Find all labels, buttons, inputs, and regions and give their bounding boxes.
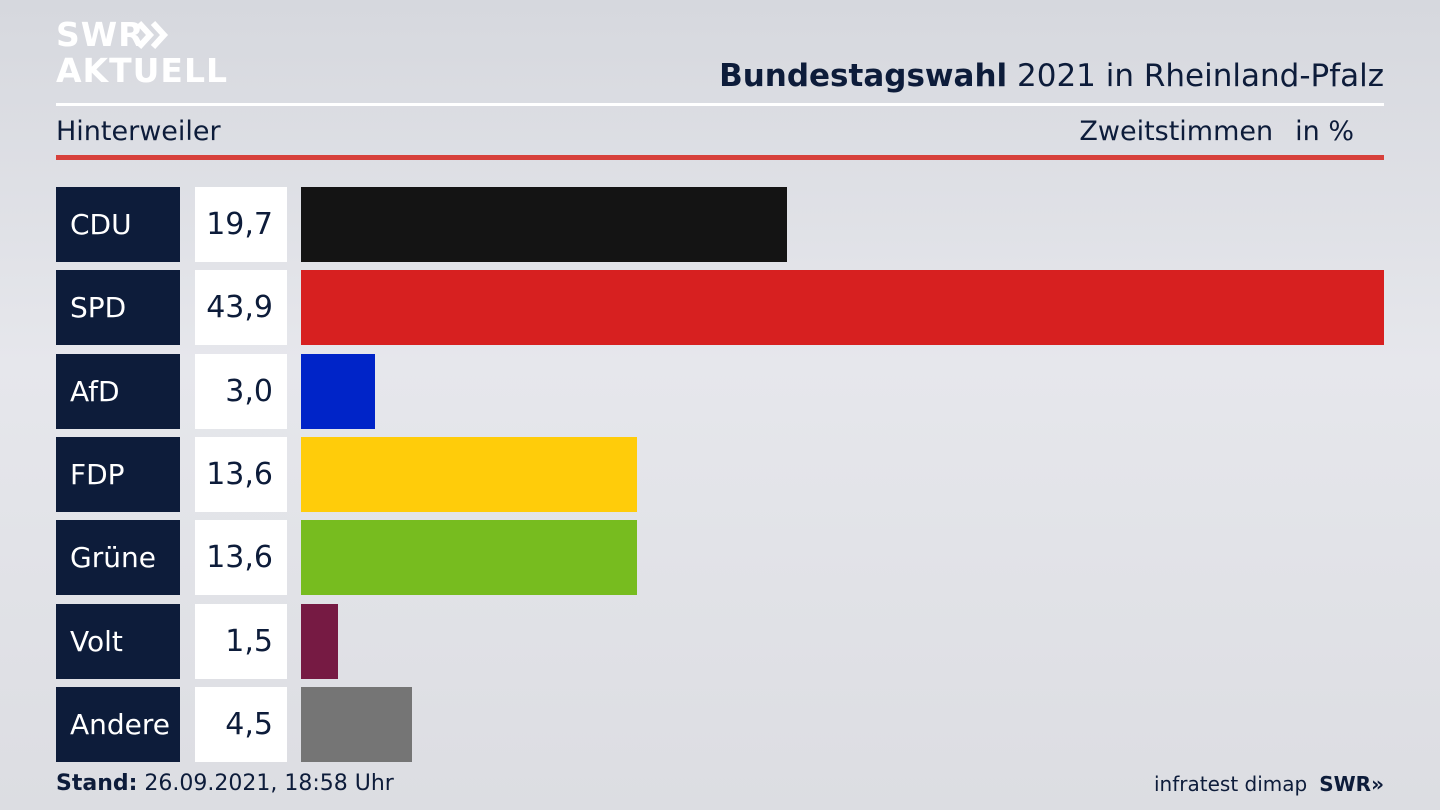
location-label: Hinterweiler	[56, 116, 221, 147]
bar	[301, 354, 375, 429]
bar-row: Volt 1,5	[56, 604, 1384, 679]
bar-row: AfD 3,0	[56, 354, 1384, 429]
value-label: 3,0	[195, 354, 287, 429]
bar-row: Andere 4,5	[56, 687, 1384, 762]
stand-label: Stand:	[56, 771, 138, 796]
bar	[301, 604, 338, 679]
bar	[301, 437, 637, 512]
accent-divider	[56, 155, 1384, 160]
swr-brand-mark: SWR»	[1319, 772, 1384, 796]
value-label: 1,5	[195, 604, 287, 679]
logo-line-1: SWR	[56, 15, 145, 54]
party-label: SPD	[56, 270, 180, 345]
bar	[301, 187, 787, 262]
double-chevron-icon	[136, 20, 169, 50]
value-label: 19,7	[195, 187, 287, 262]
party-label: FDP	[56, 437, 180, 512]
title-bold: Bundestagswahl	[719, 58, 1008, 94]
party-label: Grüne	[56, 520, 180, 595]
chart-title: Bundestagswahl 2021 in Rheinland-Pfalz	[719, 58, 1384, 94]
bar	[301, 687, 412, 762]
vote-type-label: Zweitstimmen	[1079, 116, 1274, 147]
bar-row: SPD 43,9	[56, 270, 1384, 345]
party-label: AfD	[56, 354, 180, 429]
bar-row: Grüne 13,6	[56, 520, 1384, 595]
bar-row: CDU 19,7	[56, 187, 1384, 262]
value-label: 13,6	[195, 437, 287, 512]
unit-label: in %	[1295, 116, 1354, 147]
stand-value: 26.09.2021, 18:58 Uhr	[137, 771, 394, 796]
timestamp: Stand: 26.09.2021, 18:58 Uhr	[56, 771, 394, 796]
party-label: Andere	[56, 687, 180, 762]
party-label: Volt	[56, 604, 180, 679]
value-label: 43,9	[195, 270, 287, 345]
value-label: 13,6	[195, 520, 287, 595]
party-label: CDU	[56, 187, 180, 262]
header-divider	[56, 103, 1384, 106]
bar	[301, 520, 637, 595]
source-label: infratest dimap	[1154, 772, 1308, 796]
logo-line-2: AKTUELL	[56, 51, 229, 90]
swr-aktuell-logo: SWR AKTUELL	[56, 15, 229, 92]
value-label: 4,5	[195, 687, 287, 762]
source-credit: infratest dimap SWR»	[1154, 772, 1384, 796]
title-rest: 2021 in Rheinland-Pfalz	[1007, 58, 1384, 94]
bar	[301, 270, 1384, 345]
bar-row: FDP 13,6	[56, 437, 1384, 512]
vote-type-unit: Zweitstimmen in %	[1079, 116, 1354, 147]
